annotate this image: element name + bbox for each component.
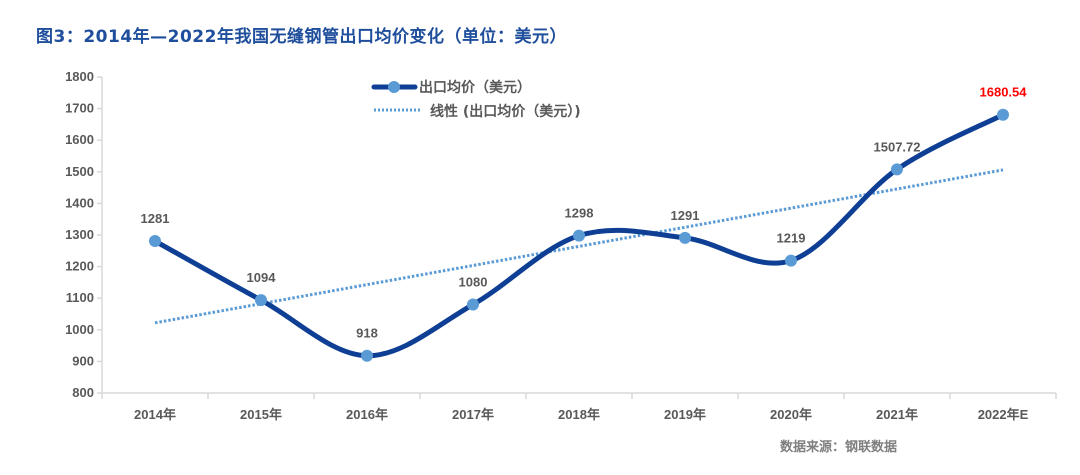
y-tick-label: 1600 [65,132,94,147]
x-tick-label: 2014年 [134,407,176,422]
y-tick-label: 1500 [65,164,94,179]
chart-title: 图3：2014年—2022年我国无缝钢管出口均价变化（单位：美元） [36,27,567,47]
x-tick-label: 2021年 [876,407,918,422]
legend-series-label: 出口均价（美元） [419,79,531,96]
data-point-marker [467,298,479,311]
data-value-label: 1219 [777,231,806,246]
x-tick-label: 2018年 [558,407,600,422]
x-tick-label: 2015年 [240,407,282,422]
data-value-label: 1080 [459,275,488,290]
data-value-label: 918 [356,326,378,341]
data-value-label: 1281 [141,211,170,226]
x-axis: 2014年 2015年 2016年 2017年 2018年 2019年 2020年 2021年… [101,392,1057,422]
y-tick-label: 1300 [65,227,94,242]
y-tick-label: 1100 [66,290,94,305]
data-point-marker [361,349,373,362]
y-tick-label: 1700 [65,101,94,116]
data-point-marker [785,254,797,267]
data-value-label: 1291 [671,208,700,223]
x-tick-label: 2020年 [770,407,812,422]
y-tick-label: 1000 [65,322,94,337]
y-tick-label: 1800 [65,69,94,84]
data-value-label: 1094 [247,270,277,285]
x-tick-label: 2019年 [664,407,706,422]
series-line [149,108,1009,362]
data-value-label: 1507.72 [874,139,921,154]
y-tick-label: 1200 [65,259,94,274]
data-point-marker [679,231,691,244]
y-tick-label: 900 [72,353,94,368]
y-tick-label: 800 [72,385,94,400]
y-tick-label: 1400 [65,195,94,210]
data-point-marker [997,108,1009,121]
data-value-label: 1680.54 [980,85,1028,100]
data-labels: 1281 1094 918 1080 1298 1291 1219 1507.72 1680.5… [141,85,1028,341]
x-tick-label: 2016年 [346,407,388,422]
y-axis: 800 900 1000 1100 1200 1300 1400 1500 1600 1700 18… [65,69,103,400]
legend-trend-label: 线性 (出口均价（美元）) [430,103,581,120]
legend: 出口均价（美元） 线性 (出口均价（美元）) [371,79,581,120]
data-value-label: 1298 [565,206,594,221]
data-point-marker [149,235,161,248]
data-point-marker [255,294,267,307]
legend-series-marker-icon [388,81,400,93]
data-point-marker [573,229,585,242]
data-point-marker [891,163,903,176]
x-tick-label: 2017年 [452,407,494,422]
data-source: 数据来源：钢联数据 [780,440,898,455]
x-tick-label: 2022年E [978,407,1029,422]
trend-line [154,168,1004,325]
